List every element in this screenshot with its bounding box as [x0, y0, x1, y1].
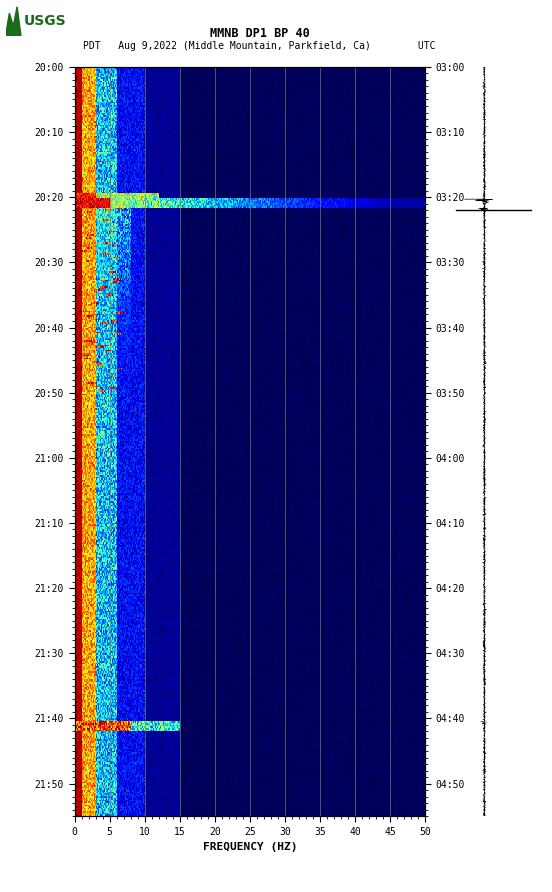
X-axis label: FREQUENCY (HZ): FREQUENCY (HZ) — [203, 842, 297, 852]
Text: USGS: USGS — [23, 14, 66, 29]
Polygon shape — [6, 7, 21, 36]
Text: PDT   Aug 9,2022 (Middle Mountain, Parkfield, Ca)        UTC: PDT Aug 9,2022 (Middle Mountain, Parkfie… — [83, 41, 436, 52]
Text: MMNB DP1 BP 40: MMNB DP1 BP 40 — [210, 27, 309, 39]
